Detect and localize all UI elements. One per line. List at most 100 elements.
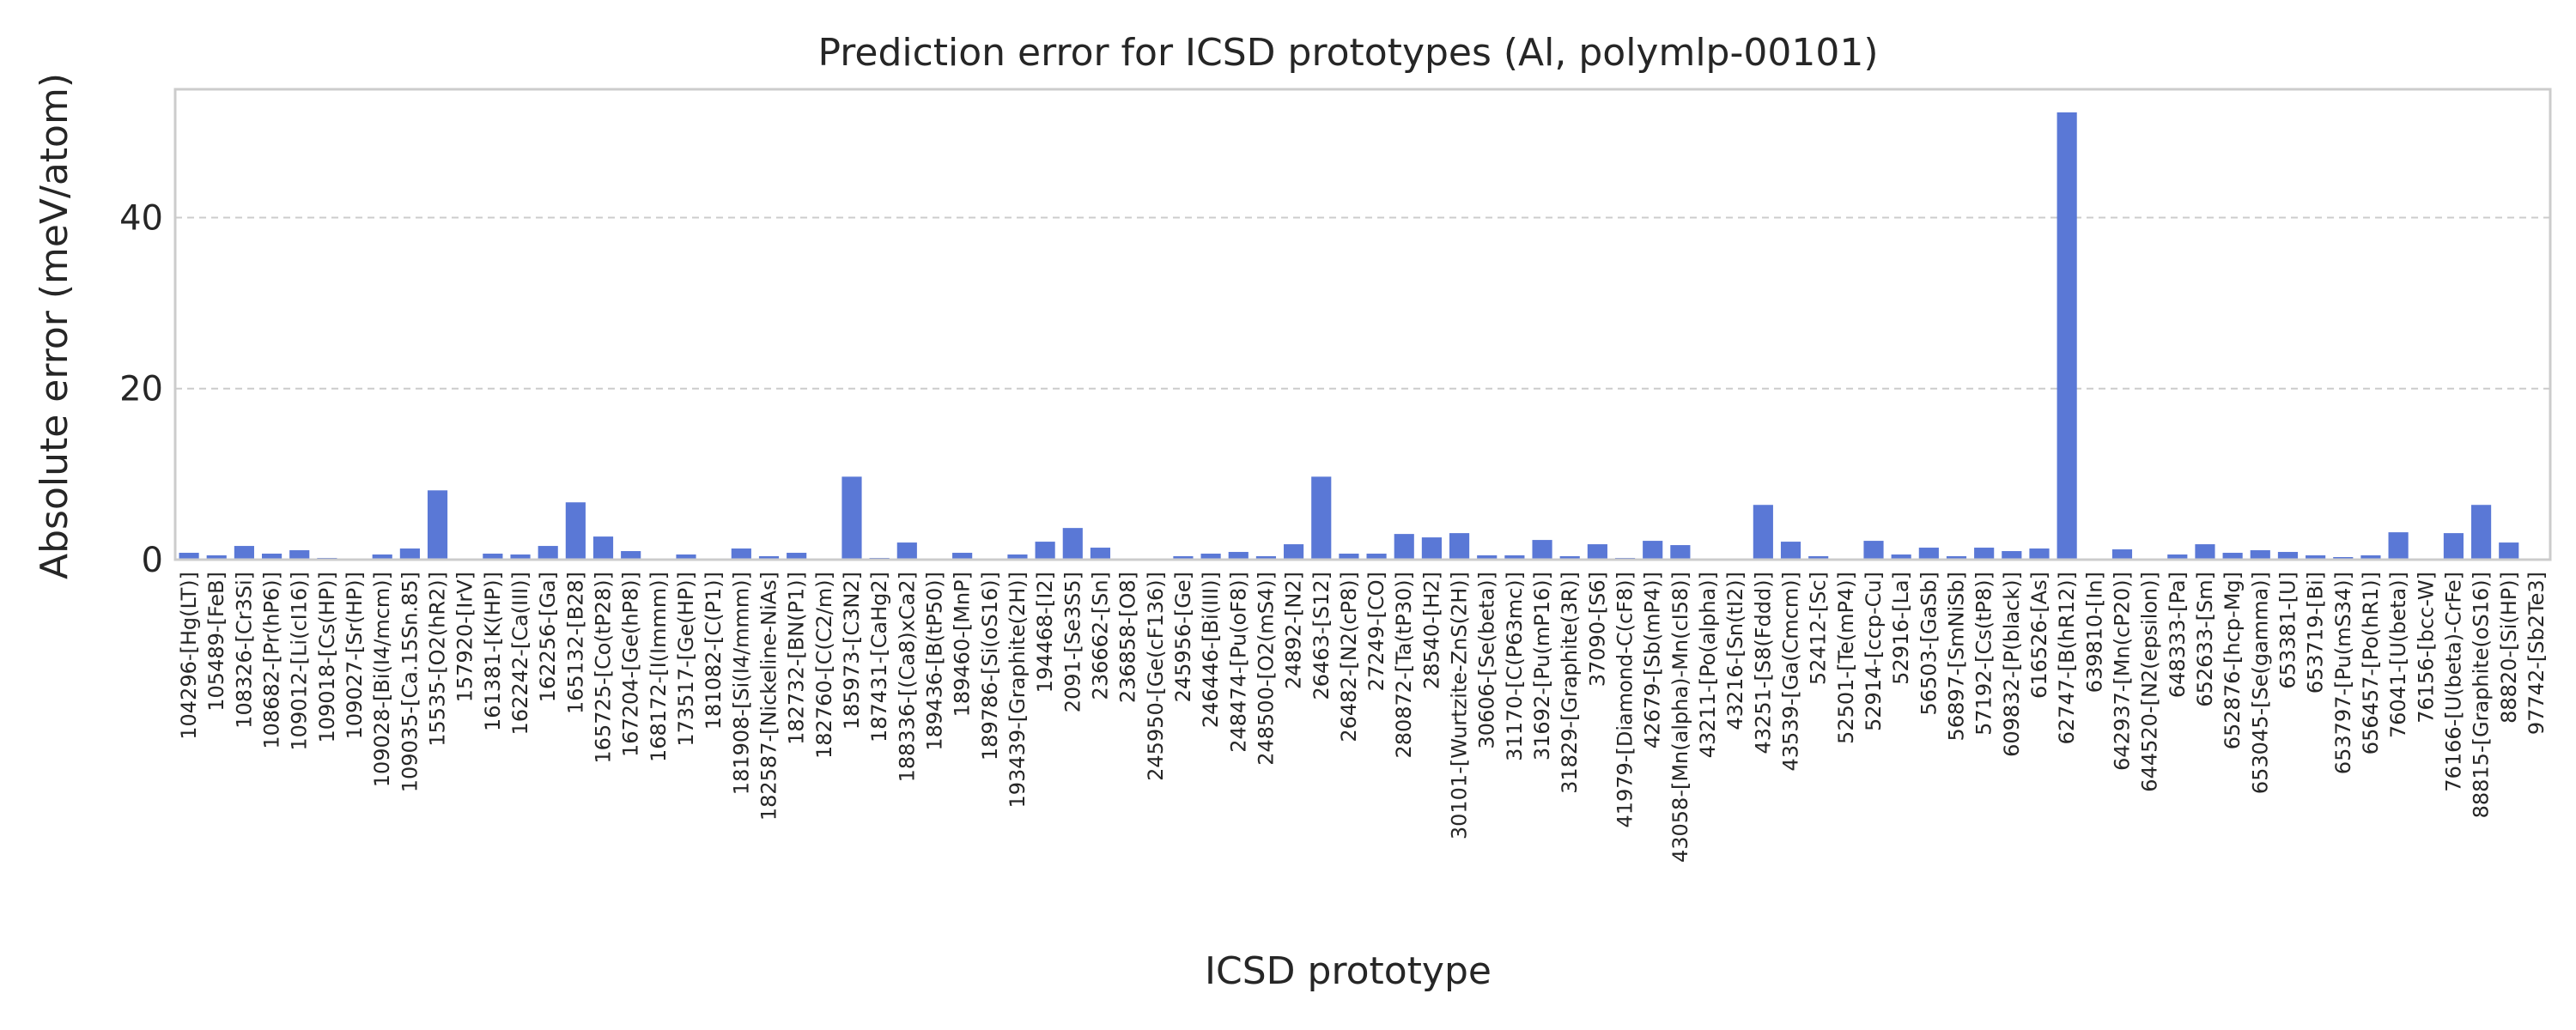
bar bbox=[1366, 554, 1387, 560]
x-tick-label: 189436-[B(tP50)] bbox=[922, 572, 946, 751]
bar bbox=[1284, 544, 1304, 560]
x-tick-label: 648333-[Pa] bbox=[2166, 572, 2190, 698]
bar bbox=[1643, 541, 1663, 560]
x-tick-label: 56503-[GaSb] bbox=[1917, 572, 1941, 716]
bar bbox=[1090, 548, 1111, 560]
x-tick-label: 43058-[Mn(alpha)-Mn(cI58)] bbox=[1668, 572, 1692, 863]
bar bbox=[1062, 528, 1083, 560]
bar bbox=[399, 548, 420, 560]
x-tick-label: 653797-[Pu(mS34)] bbox=[2331, 572, 2355, 774]
x-tick-label: 280872-[Ta(tP30)] bbox=[1392, 572, 1416, 759]
x-tick-label: 26482-[N2(cP8)] bbox=[1337, 572, 1361, 742]
x-tick-label: 109028-[Bi(I4/mcm)] bbox=[370, 572, 394, 787]
bar bbox=[234, 546, 254, 560]
x-tick-label: 15535-[O2(hR2)] bbox=[426, 572, 450, 747]
x-tick-label: 236662-[Sn] bbox=[1088, 572, 1112, 700]
bar bbox=[621, 551, 641, 560]
bar bbox=[1753, 505, 1773, 560]
bar bbox=[1228, 552, 1249, 560]
x-tick-label: 642937-[Mn(cP20)] bbox=[2110, 572, 2134, 771]
x-tick-label: 42679-[Sb(mP4)] bbox=[1641, 572, 1665, 748]
x-tick-label: 30606-[Se(beta)] bbox=[1475, 572, 1499, 749]
x-tick-label: 167204-[Ge(hP8)] bbox=[619, 572, 643, 757]
bar bbox=[1946, 556, 1967, 560]
bar bbox=[731, 548, 751, 560]
x-tick-label: 43216-[Sn(tI2)] bbox=[1723, 572, 1747, 730]
x-tick-label: 37090-[S6] bbox=[1585, 572, 1609, 687]
bar bbox=[2388, 532, 2409, 560]
bar bbox=[2306, 555, 2326, 560]
x-tick-label: 104296-[Hg(LT)] bbox=[177, 572, 201, 740]
bar bbox=[787, 553, 807, 560]
y-axis-label: Absolute error (meV/atom) bbox=[33, 73, 76, 579]
bar bbox=[372, 554, 392, 560]
x-tick-label: 108326-[Cr3Si] bbox=[232, 572, 256, 729]
x-tick-label: 182587-[Nickeline-NiAs] bbox=[757, 572, 781, 821]
x-tick-label: 43211-[Po(alpha)] bbox=[1696, 572, 1720, 758]
y-tick-label: 20 bbox=[119, 370, 163, 409]
bar bbox=[1918, 548, 1939, 560]
bar bbox=[565, 502, 586, 560]
x-tick-label: 189460-[MnP] bbox=[951, 572, 975, 717]
x-tick-label: 236858-[O8] bbox=[1116, 572, 1140, 703]
bar bbox=[1200, 554, 1221, 560]
x-tick-label: 56897-[SmNiSb] bbox=[1945, 572, 1969, 741]
x-tick-label: 62747-[B(hR12)] bbox=[2055, 572, 2079, 744]
grid-lines bbox=[175, 216, 2550, 390]
bar bbox=[1891, 554, 1911, 560]
bar bbox=[1035, 542, 1055, 560]
bar bbox=[2443, 533, 2464, 560]
x-tick-label: 27249-[CO] bbox=[1364, 572, 1388, 691]
x-tick-label: 41979-[Diamond-C(cF8)] bbox=[1613, 572, 1637, 828]
x-tick-label: 52916-[La] bbox=[1889, 572, 1913, 685]
x-tick-label: 185973-[C3N2] bbox=[840, 572, 864, 730]
bar bbox=[261, 554, 283, 560]
x-tick-label: 639810-[In] bbox=[2082, 572, 2106, 693]
x-tick-label: 52501-[Te(mP4)] bbox=[1834, 572, 1858, 744]
x-tick-label: 653045-[Se(gamma)] bbox=[2248, 572, 2272, 794]
bar bbox=[896, 542, 917, 560]
x-tick-label: 31692-[Pu(mP16)] bbox=[1530, 572, 1554, 760]
x-tick-label: 76156-[bcc-W] bbox=[2414, 572, 2438, 724]
x-tick-label: 57192-[Cs(tP8)] bbox=[1972, 572, 1996, 736]
chart-title: Prediction error for ICSD prototypes (Al… bbox=[817, 31, 1878, 75]
bar bbox=[1504, 555, 1525, 560]
x-tick-label: 168172-[I(Immm)] bbox=[647, 572, 671, 762]
x-tick-label: 109035-[Ca.15Sn.85] bbox=[398, 572, 422, 792]
x-tick-label: 88815-[Graphite(oS16)] bbox=[2470, 572, 2494, 818]
bar bbox=[1421, 537, 1442, 560]
x-tick-label: 182760-[C(C2/m)] bbox=[812, 572, 836, 759]
bar bbox=[483, 554, 503, 560]
x-tick-label: 161381-[K(HP)] bbox=[481, 572, 505, 731]
y-tick-labels: 0 20 40 bbox=[119, 198, 163, 580]
bar bbox=[592, 536, 614, 560]
bar bbox=[1780, 542, 1801, 560]
x-tick-label: 76166-[U(beta)-CrFe] bbox=[2441, 572, 2465, 792]
x-tick-labels: 104296-[Hg(LT)] 105489-[FeB] 108326-[Cr3Si… bbox=[177, 572, 2549, 863]
bar bbox=[1974, 548, 1995, 560]
bar bbox=[2057, 112, 2077, 560]
x-tick-label: 52412-[Sc] bbox=[1807, 572, 1831, 685]
bar bbox=[2195, 544, 2215, 560]
x-tick-label: 24892-[N2] bbox=[1282, 572, 1306, 689]
bar bbox=[289, 550, 310, 560]
x-tick-label: 76041-[U(beta)] bbox=[2386, 572, 2410, 738]
x-tick-label: 88820-[Si(HP)] bbox=[2497, 572, 2521, 724]
bar bbox=[1587, 544, 1607, 560]
x-tick-label: 165132-[B28] bbox=[563, 572, 587, 714]
x-tick-label: 609832-[P(black)] bbox=[2000, 572, 2024, 757]
bar bbox=[510, 554, 531, 560]
bar bbox=[1007, 554, 1028, 560]
bar bbox=[206, 555, 227, 560]
x-tick-label: 162242-[Ca(III)] bbox=[508, 572, 532, 735]
bar bbox=[427, 490, 448, 560]
bar bbox=[2277, 552, 2299, 560]
x-tick-label: 181082-[C(P1)] bbox=[702, 572, 726, 730]
x-tick-label: 245950-[Ge(cF136)] bbox=[1144, 572, 1168, 781]
bar bbox=[1173, 556, 1194, 560]
bar bbox=[1670, 545, 1691, 560]
bar bbox=[2002, 551, 2022, 560]
x-tick-label: 165725-[Co(tP28)] bbox=[592, 572, 616, 764]
x-tick-label: 97742-[Sb2Te3] bbox=[2524, 572, 2549, 735]
x-tick-label: 109018-[Cs(HP)] bbox=[315, 572, 339, 743]
